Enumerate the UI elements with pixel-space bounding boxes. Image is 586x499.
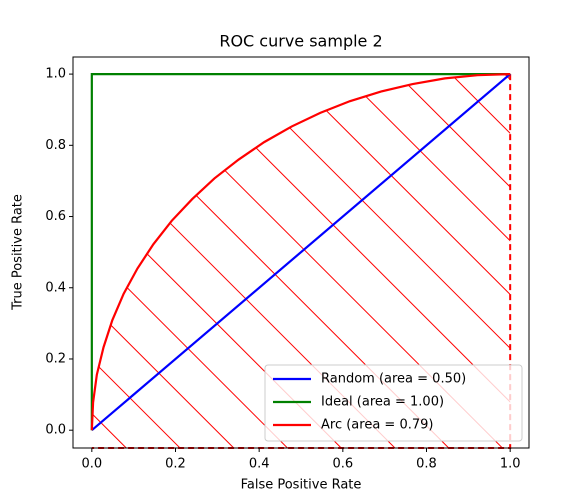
x-tick-label: 1.0 bbox=[500, 457, 521, 472]
x-tick-label: 0.8 bbox=[416, 457, 437, 472]
legend-box bbox=[264, 364, 523, 442]
hatch-area bbox=[91, 74, 511, 448]
chart-title: ROC curve sample 2 bbox=[219, 32, 382, 51]
series-line bbox=[90, 72, 511, 431]
y-tick-label: 1.0 bbox=[45, 67, 66, 82]
series-line bbox=[91, 73, 511, 432]
legend-label: Random (area = 0.50) bbox=[321, 372, 466, 387]
y-tick-label: 0.0 bbox=[45, 423, 66, 438]
x-tick-label: 0.2 bbox=[165, 457, 186, 472]
x-tick-label: 0.0 bbox=[81, 457, 102, 472]
y-axis-label: True Positive Rate bbox=[11, 194, 26, 311]
series-line bbox=[90, 72, 511, 431]
x-tick-label: 0.6 bbox=[332, 457, 353, 472]
plot-frame bbox=[72, 56, 530, 449]
y-tick-label: 0.8 bbox=[45, 138, 66, 153]
legend-label: Arc (area = 0.79) bbox=[321, 418, 433, 433]
y-tick-label: 0.2 bbox=[45, 351, 66, 366]
y-tick-label: 0.6 bbox=[45, 209, 66, 224]
x-tick-label: 0.4 bbox=[249, 457, 270, 472]
legend-label: Ideal (area = 1.00) bbox=[321, 395, 444, 410]
x-axis-label: False Positive Rate bbox=[241, 478, 362, 493]
y-tick-label: 0.4 bbox=[45, 280, 66, 295]
